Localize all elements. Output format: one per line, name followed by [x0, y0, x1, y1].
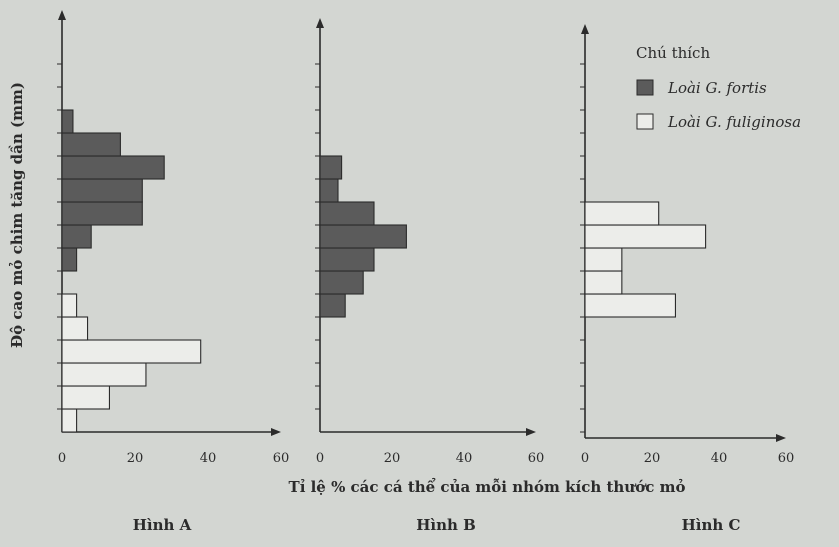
legend: Chú thích Loài G. fortis Loài G. fuligin… — [636, 44, 801, 131]
x-axis-arrow — [526, 428, 536, 436]
bar-fuliginosa-class-9 — [584, 224, 707, 249]
x-tick-label: 20 — [127, 451, 144, 466]
legend-label-fortis: Loài G. fortis — [667, 79, 767, 97]
bar-fuliginosa-class-8 — [584, 247, 623, 272]
x-tick-label: 0 — [58, 451, 66, 466]
bar-fuliginosa-class-1 — [61, 408, 78, 433]
bar-fuliginosa-class-6 — [61, 293, 78, 318]
x-tick-label: 60 — [528, 451, 545, 466]
bar-fuliginosa-class-2 — [61, 385, 111, 410]
x-axis-title: Tỉ lệ % các cá thể của mỗi nhóm kích thư… — [289, 478, 686, 496]
bar-fortis-class-8 — [61, 247, 78, 272]
bar-fortis-class-9 — [319, 224, 407, 249]
bar-fuliginosa-class-4 — [61, 339, 202, 364]
panel-1: 0 20 40 60 Hình A — [57, 10, 289, 534]
bar-fortis-class-8 — [319, 247, 375, 272]
bar-fuliginosa-class-10 — [584, 201, 660, 226]
bar-fuliginosa-class-5 — [61, 316, 89, 341]
legend-swatch-fortis — [636, 79, 654, 96]
bar-fortis-class-10 — [61, 201, 143, 226]
x-axis-arrow — [271, 428, 281, 436]
panel-caption: Hình C — [682, 516, 741, 534]
x-tick-label: 40 — [711, 451, 728, 466]
y-axis-arrow — [581, 24, 589, 34]
x-axis-arrow — [776, 434, 786, 442]
bar-fuliginosa-class-3 — [61, 362, 147, 387]
bar-fortis-class-13 — [61, 132, 121, 157]
x-tick-label: 40 — [456, 451, 473, 466]
bar-fuliginosa-class-6 — [584, 293, 676, 318]
x-tick-label: 60 — [273, 451, 290, 466]
bar-fortis-class-7 — [319, 270, 364, 295]
bar-fortis-class-12 — [61, 155, 165, 180]
x-tick-label: 20 — [384, 451, 401, 466]
y-axis-arrow — [58, 10, 66, 20]
x-tick-label: 60 — [778, 451, 795, 466]
bar-fortis-class-9 — [61, 224, 92, 249]
bar-fortis-class-11 — [319, 178, 339, 203]
panel-caption: Hình A — [133, 516, 192, 534]
x-tick-label: 40 — [200, 451, 217, 466]
bar-fortis-class-11 — [61, 178, 143, 203]
panel-caption: Hình B — [416, 516, 476, 534]
x-tick-label: 0 — [316, 451, 324, 466]
bar-fuliginosa-class-7 — [584, 270, 623, 295]
panel-3: 0 20 40 60 Hình C — [580, 24, 794, 534]
bar-fortis-class-6 — [319, 293, 346, 318]
x-tick-label: 20 — [644, 451, 661, 466]
x-tick-label: 0 — [581, 451, 589, 466]
bar-fortis-class-10 — [319, 201, 375, 226]
legend-swatch-fuliginosa — [636, 113, 654, 130]
legend-label-fuliginosa: Loài G. fuliginosa — [667, 113, 801, 131]
bar-fortis-class-12 — [319, 155, 343, 180]
y-axis-arrow — [316, 18, 324, 28]
bar-fortis-class-14 — [61, 109, 74, 134]
panel-2: 0 20 40 60 Hình B — [315, 18, 544, 534]
legend-title: Chú thích — [636, 44, 710, 62]
y-axis-title: Độ cao mỏ chim tăng dần (mm) — [8, 82, 26, 348]
